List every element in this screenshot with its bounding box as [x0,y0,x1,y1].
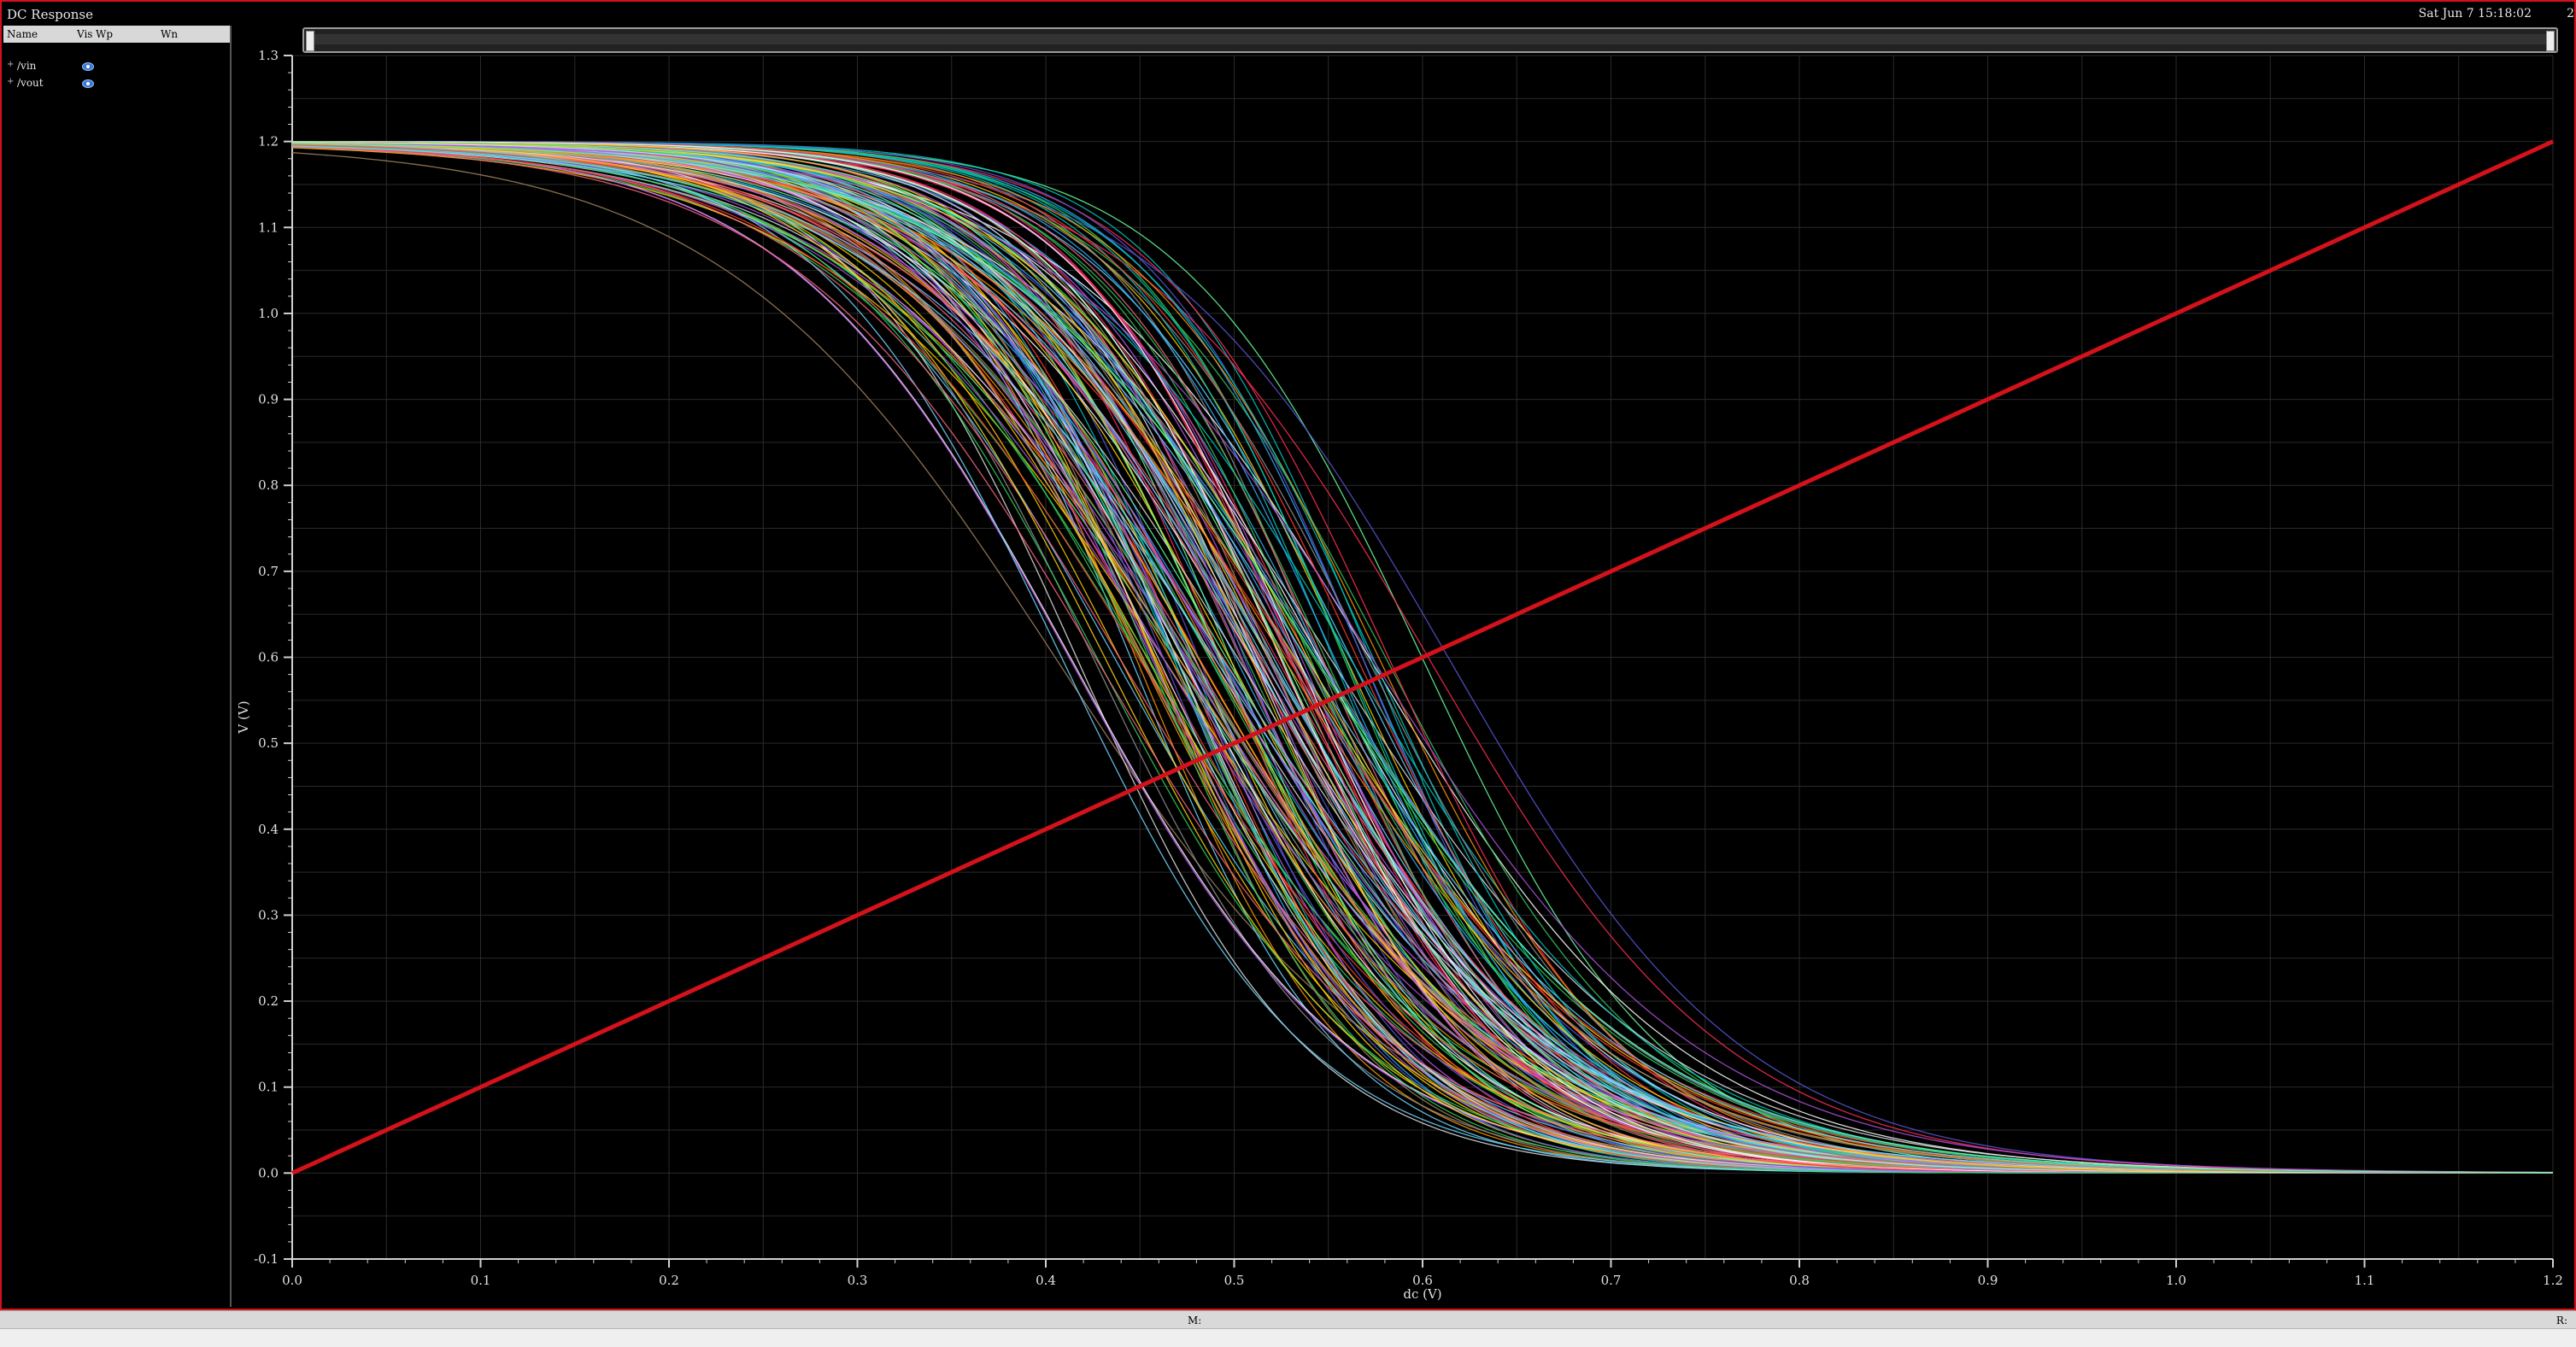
status-line [0,1328,2576,1347]
vout-curve [292,142,2553,1174]
x-tick-label: 0.6 [1412,1273,1433,1288]
x-tick-label: 0.1 [471,1273,491,1288]
y-tick-label: 0.8 [258,477,279,493]
vout-curve [291,142,2553,1174]
y-tick-label: 0.5 [258,735,279,751]
x-tick-label: 1.0 [2166,1273,2186,1288]
y-tick-label: 0.7 [258,564,279,579]
x-tick-label: 0.3 [848,1273,868,1288]
x-tick-label: 0.4 [1036,1273,1056,1288]
header-wn[interactable]: Wn [161,28,179,40]
expand-icon[interactable]: + [7,60,15,69]
y-tick-label: 0.4 [258,822,279,837]
x-tick-label: 0.2 [659,1273,679,1288]
y-tick-label: 0.0 [258,1165,279,1180]
plot-area[interactable]: 0.0 0.1 0.2 0.3 0.4 0.5 0.6 0.7 0.8 0.9 1.0 1.1 1.2 -… [0,0,2576,1310]
mouse-m-label: M: [1188,1315,1202,1327]
scroll-handle-left[interactable] [306,31,314,51]
scroll-handle-right[interactable] [2546,31,2555,51]
x-tick-label: 0.0 [282,1273,302,1288]
header-wp[interactable]: Wp [96,28,114,40]
y-tick-label: 1.3 [258,48,279,63]
vout-curve [292,141,2553,1174]
vout-curve [291,143,2553,1174]
y-tick-label: 0.6 [258,650,279,665]
header-vis[interactable]: Vis [77,28,93,40]
signal-browser-header: Name Vis Wp Wn [3,26,230,43]
x-tick-label: 0.7 [1601,1273,1622,1288]
y-tick-label: -0.1 [254,1251,279,1267]
signal-name: /vout [17,77,44,89]
x-tick-label: 0.9 [1978,1273,1998,1288]
y-tick-label: 0.9 [258,392,279,407]
y-axis-label: V (V) [236,700,251,734]
corner-label: 2 [2567,7,2574,20]
window-title: DC Response [7,7,94,22]
vin-curve [290,139,2555,1175]
expand-icon[interactable]: + [7,77,15,86]
signal-name: /vin [17,60,37,72]
waveform-window: DC Response Sat Jun 7 15:18:02 2 Name Vi… [0,0,2576,1310]
status-bar: M: R: [0,1310,2576,1347]
visibility-eye-icon[interactable] [82,62,94,71]
y-tick-label: 0.3 [258,907,279,922]
header-name[interactable]: Name [7,28,38,40]
visibility-eye-icon[interactable] [82,79,94,88]
signal-browser: Name Vis Wp Wn + /vin + /vout [3,26,232,1307]
y-tick-label: 1.0 [258,306,279,321]
x-zoom-scrollbar[interactable] [302,27,2558,53]
vout-curve [291,143,2554,1174]
mouse-r-label: R: [2555,1315,2567,1327]
scroll-track[interactable] [314,34,2546,44]
y-tick-label: 0.1 [258,1080,279,1095]
y-tick-label: 1.2 [258,134,279,149]
x-axis-label: dc (V) [1403,1286,1441,1302]
x-tick-label: 0.8 [1789,1273,1810,1288]
datetime-label: Sat Jun 7 15:18:02 [2418,7,2532,20]
x-tick-label: 1.2 [2543,1273,2563,1288]
y-tick-label: 0.2 [258,993,279,1009]
x-tick-label: 0.5 [1224,1273,1245,1288]
x-tick-label: 1.1 [2355,1273,2375,1288]
y-tick-label: 1.1 [258,220,279,235]
